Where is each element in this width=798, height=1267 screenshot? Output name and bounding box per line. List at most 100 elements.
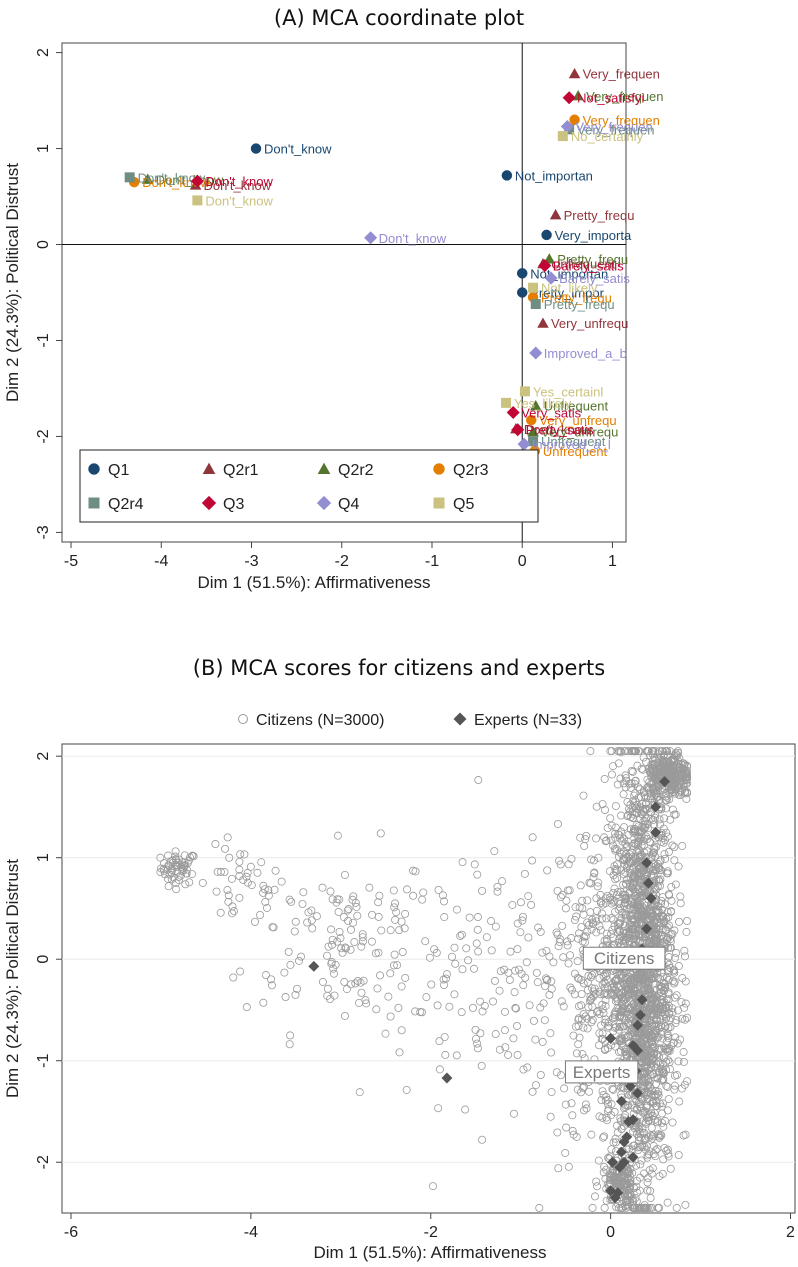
- citizen-point: [524, 892, 533, 901]
- citizen-point: [243, 878, 252, 887]
- citizen-point: [630, 1184, 639, 1193]
- citizen-point: [532, 968, 541, 977]
- citizen-point: [592, 834, 601, 843]
- citizen-point: [613, 860, 622, 869]
- citizen-point: [511, 1003, 520, 1012]
- citizen-point: [585, 878, 594, 887]
- citizen-point: [634, 783, 643, 792]
- citizen-point: [587, 1130, 596, 1139]
- citizen-point: [602, 1165, 611, 1174]
- citizen-point: [489, 997, 498, 1006]
- citizen-point: [671, 810, 680, 819]
- citizen-point: [643, 783, 652, 792]
- citizen-point: [647, 1203, 656, 1212]
- citizen-point: [452, 905, 461, 914]
- citizen-point: [666, 815, 675, 824]
- citizen-point: [663, 793, 672, 802]
- citizen-point: [592, 1177, 601, 1186]
- citizen-point: [493, 882, 502, 891]
- citizen-point: [534, 923, 543, 932]
- citizen-point: [649, 768, 658, 777]
- citizen-point: [664, 1001, 673, 1010]
- citizen-point: [670, 1071, 679, 1080]
- citizen-point: [169, 873, 178, 882]
- citizen-point: [264, 891, 273, 900]
- citizen-point: [280, 968, 289, 977]
- citizen-point: [607, 821, 616, 830]
- citizen-point: [624, 1101, 633, 1110]
- citizen-point: [211, 840, 220, 849]
- citizen-point: [611, 802, 620, 811]
- citizen-point: [583, 978, 592, 987]
- citizen-point: [658, 998, 667, 1007]
- citizen-point: [676, 1035, 685, 1044]
- citizen-point: [308, 924, 317, 933]
- citizen-point: [651, 1005, 660, 1014]
- citizen-point: [390, 950, 399, 959]
- x-tick-label: -2: [424, 1224, 438, 1241]
- citizen-point: [495, 986, 504, 995]
- y-tick-label: 0: [35, 955, 52, 964]
- citizen-point: [662, 925, 671, 934]
- citizen-point: [661, 1117, 670, 1126]
- citizen-point: [613, 1121, 622, 1130]
- citizen-point: [663, 1145, 672, 1154]
- citizen-point: [553, 1128, 562, 1137]
- citizen-point: [624, 984, 633, 993]
- citizen-point: [597, 1096, 606, 1105]
- citizen-point: [616, 747, 625, 756]
- citizen-point: [547, 1048, 556, 1057]
- citizen-point: [338, 948, 347, 957]
- y-tick-label: 2: [35, 48, 52, 57]
- citizen-point: [649, 747, 658, 756]
- citizen-point: [642, 973, 651, 982]
- citizen-point: [456, 931, 465, 940]
- citizen-point: [607, 914, 616, 923]
- citizen-point: [447, 952, 456, 961]
- data-point: [530, 399, 542, 411]
- citizen-point: [216, 908, 225, 917]
- citizen-point: [642, 832, 651, 841]
- citizen-point: [590, 984, 599, 993]
- citizen-point: [619, 790, 628, 799]
- legend-marker: [317, 462, 331, 475]
- citizen-point: [598, 1029, 607, 1038]
- point-label: Improved_a_b: [544, 346, 627, 361]
- data-point: [560, 119, 574, 133]
- citizen-point: [357, 988, 366, 997]
- citizen-point: [682, 778, 691, 787]
- citizen-point: [655, 1044, 664, 1053]
- citizen-point: [598, 980, 607, 989]
- citizen-point: [649, 1070, 658, 1079]
- citizen-point: [168, 856, 177, 865]
- point-label: Unfrequent: [543, 444, 608, 459]
- citizen-point: [678, 841, 687, 850]
- citizen-point: [569, 1130, 578, 1139]
- citizen-point: [549, 958, 558, 967]
- y-tick-label: 0: [35, 240, 52, 249]
- citizen-point: [613, 780, 622, 789]
- citizen-point: [630, 1104, 639, 1113]
- citizen-point: [615, 830, 624, 839]
- annotation-citizens: Citizens: [582, 946, 666, 970]
- citizen-point: [627, 766, 636, 775]
- citizen-point: [642, 757, 651, 766]
- citizen-point: [671, 1019, 680, 1028]
- x-tick-label: 0: [518, 553, 527, 570]
- citizen-point: [575, 1033, 584, 1042]
- citizen-point: [642, 798, 651, 807]
- citizen-point: [615, 1048, 624, 1057]
- citizen-point: [600, 833, 609, 842]
- citizen-point: [657, 899, 666, 908]
- citizen-point: [326, 887, 335, 896]
- citizen-point: [670, 953, 679, 962]
- citizen-point: [580, 1106, 589, 1115]
- citizen-point: [513, 1051, 522, 1060]
- citizen-point: [480, 1001, 489, 1010]
- citizen-point: [171, 878, 180, 887]
- citizen-point: [220, 868, 229, 877]
- point-label: Don't_know: [204, 178, 272, 193]
- citizen-point: [520, 869, 529, 878]
- annotation-label: Experts: [573, 1063, 631, 1082]
- citizen-point: [577, 1001, 586, 1010]
